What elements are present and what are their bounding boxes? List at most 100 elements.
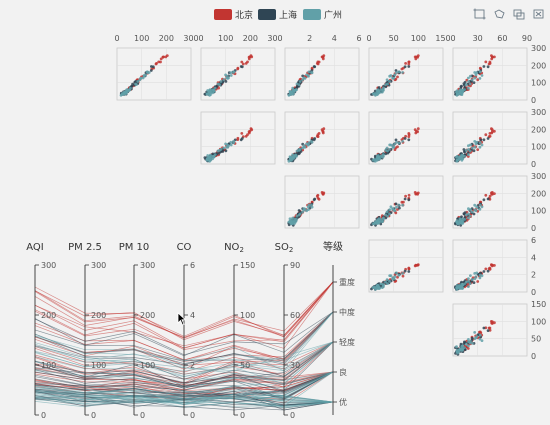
matrix-col-tick-label: 4 bbox=[332, 34, 337, 43]
scatter-point bbox=[472, 281, 476, 284]
scatter-point bbox=[288, 217, 292, 221]
scatter-point bbox=[381, 88, 384, 92]
scatter-point bbox=[289, 155, 293, 159]
scatter-point bbox=[136, 80, 140, 83]
scatter-point bbox=[221, 150, 225, 153]
scatter-point bbox=[484, 133, 488, 137]
scatter-point bbox=[371, 158, 375, 162]
scatter-point bbox=[460, 84, 463, 88]
scatter-point bbox=[203, 92, 207, 96]
scatter-point bbox=[407, 132, 411, 135]
parallel-axis[interactable]: AQI 0 100 200 300 bbox=[26, 242, 56, 420]
scatter-cell[interactable] bbox=[452, 303, 528, 357]
scatter-point bbox=[217, 151, 221, 155]
keep-selection-icon[interactable] bbox=[513, 9, 525, 20]
axis-tick-label: 200 bbox=[41, 311, 56, 320]
scatter-point bbox=[478, 273, 482, 277]
scatter-cell[interactable] bbox=[368, 239, 444, 293]
scatter-cell[interactable] bbox=[368, 47, 444, 101]
scatter-cell[interactable] bbox=[200, 47, 276, 101]
scatter-point bbox=[463, 211, 467, 215]
parallel-axis[interactable]: PM 10 0 100 200 300 bbox=[119, 242, 156, 420]
scatter-point bbox=[455, 155, 458, 159]
scatter-point bbox=[302, 145, 306, 149]
scatter-point bbox=[291, 86, 295, 90]
scatter-cell[interactable] bbox=[452, 111, 528, 165]
parallel-axis[interactable]: CO 0 2 4 6 bbox=[177, 242, 196, 420]
scatter-point bbox=[461, 154, 465, 157]
cell-frame bbox=[368, 239, 444, 293]
scatter-cell[interactable] bbox=[452, 175, 528, 229]
parallel-axis[interactable]: SO2 0 30 60 90 bbox=[275, 242, 301, 420]
scatter-point bbox=[316, 135, 320, 139]
scatter-point bbox=[125, 90, 129, 94]
scatter-cell[interactable] bbox=[116, 47, 192, 101]
scatter-cell[interactable] bbox=[284, 175, 360, 229]
matrix-row-tick-label: 0 bbox=[531, 160, 536, 169]
scatter-point bbox=[229, 143, 233, 147]
scatter-point bbox=[407, 270, 411, 273]
scatter-point bbox=[493, 264, 496, 267]
scatter-cell[interactable] bbox=[368, 111, 444, 165]
scatter-point bbox=[460, 215, 463, 219]
legend-item[interactable]: 北京 bbox=[214, 9, 253, 21]
scatter-point bbox=[395, 71, 398, 75]
scatter-point bbox=[464, 343, 468, 346]
scatter-point bbox=[295, 149, 299, 153]
scatter-cell[interactable] bbox=[284, 47, 360, 101]
scatter-cell[interactable] bbox=[284, 111, 360, 165]
scatter-cell[interactable] bbox=[452, 47, 528, 101]
scatter-point bbox=[486, 197, 490, 201]
axis-tick-label: 0 bbox=[190, 411, 195, 420]
scatter-point bbox=[464, 213, 468, 217]
scatter-point bbox=[482, 198, 486, 202]
scatter-cell[interactable] bbox=[452, 239, 528, 293]
scatter-point bbox=[376, 89, 380, 92]
legend-item[interactable]: 上海 bbox=[258, 9, 297, 21]
scatter-point bbox=[246, 133, 249, 137]
scatter-point bbox=[381, 282, 384, 286]
scatter-point bbox=[389, 205, 393, 209]
matrix-col-tick-label: 0 bbox=[450, 34, 455, 43]
rect-select-icon[interactable] bbox=[473, 8, 486, 20]
scatter-point bbox=[293, 154, 297, 157]
axis-category-label: 轻度 bbox=[339, 337, 355, 347]
axis-name: 等级 bbox=[323, 240, 343, 253]
scatter-cell[interactable] bbox=[200, 111, 276, 165]
scatter-point bbox=[298, 80, 302, 83]
scatter-point bbox=[473, 331, 477, 334]
scatter-point bbox=[212, 90, 216, 93]
scatter-point bbox=[397, 141, 401, 145]
scatter-point bbox=[392, 208, 396, 212]
axis-tick-label: 150 bbox=[240, 261, 255, 270]
polygon-select-icon[interactable] bbox=[494, 9, 505, 19]
scatter-point bbox=[490, 321, 494, 325]
scatter-point bbox=[472, 81, 476, 84]
parallel-axis[interactable]: 等级优 良 轻度 中度 重度 bbox=[323, 240, 355, 415]
scatter-point bbox=[246, 60, 249, 64]
scatter-point bbox=[468, 341, 472, 345]
scatter-point bbox=[371, 92, 375, 96]
legend-item[interactable]: 广州 bbox=[303, 9, 342, 21]
scatter-point bbox=[385, 210, 389, 214]
scatter-point bbox=[310, 66, 314, 70]
cell-frame bbox=[368, 47, 444, 101]
parallel-axis[interactable]: PM 2.5 0 100 200 300 bbox=[68, 242, 106, 420]
scatter-point bbox=[403, 269, 407, 273]
scatter-point bbox=[394, 211, 398, 215]
scatter-point bbox=[455, 286, 458, 289]
scatter-point bbox=[478, 141, 482, 145]
parallel-axis[interactable]: NO2 0 50 100 150 bbox=[224, 242, 255, 420]
scatter-point bbox=[131, 82, 135, 86]
scatter-point bbox=[229, 74, 233, 77]
scatter-cell[interactable] bbox=[368, 175, 444, 229]
matrix-col-tick-label: 30 bbox=[473, 34, 483, 43]
scatter-point bbox=[455, 345, 458, 348]
scatter-point bbox=[213, 86, 217, 90]
scatter-point bbox=[493, 192, 496, 196]
scatter-point bbox=[415, 264, 418, 267]
matrix-col-tick-label: 50 bbox=[389, 34, 399, 43]
clear-selection-icon[interactable] bbox=[533, 9, 544, 19]
matrix-row-tick-label: 0 bbox=[531, 224, 536, 233]
